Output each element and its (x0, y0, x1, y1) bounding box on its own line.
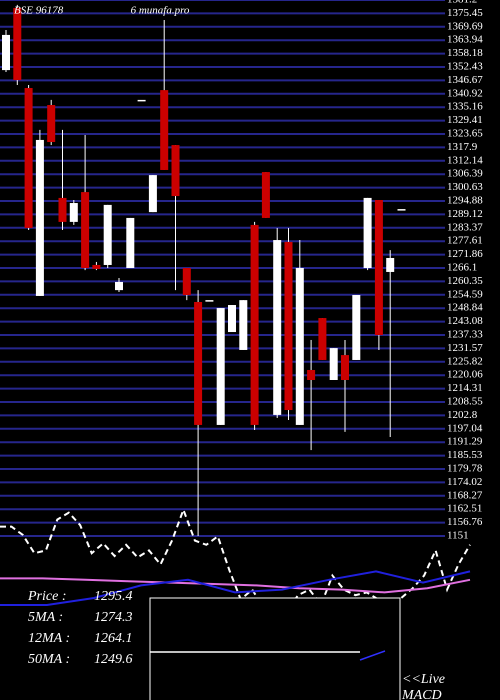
candle-body (363, 197, 372, 268)
stat-value: 1274.3 (94, 610, 133, 625)
stat-label: Price : (27, 589, 66, 604)
y-tick-label: 1358.18 (447, 47, 483, 59)
y-tick-label: 1335.16 (447, 101, 483, 113)
candle-body (239, 300, 248, 350)
y-tick-label: 1369.69 (447, 20, 483, 32)
y-tick-label: 1225.82 (447, 355, 483, 367)
y-tick-label: 1179.78 (447, 463, 483, 475)
y-tick-label: 1381.2 (447, 0, 477, 6)
y-tick-label: 1277.61 (447, 235, 483, 247)
candle-body (115, 281, 123, 291)
candle-body (69, 203, 78, 222)
candle-body (35, 139, 44, 296)
candle-body (386, 257, 395, 272)
y-tick-label: 1162.51 (447, 503, 482, 515)
candle-body (284, 241, 293, 411)
y-tick-label: 1323.65 (447, 128, 483, 140)
y-tick-label: 1300.63 (447, 181, 483, 193)
stat-label: 12MA : (28, 631, 70, 646)
y-tick-label: 1329.41 (447, 114, 483, 126)
candles (2, 4, 406, 536)
chart-title: BSE 96178 (14, 5, 64, 17)
y-tick-label: 1271.86 (447, 248, 483, 260)
candle-body (374, 200, 383, 336)
candle-body (228, 305, 236, 333)
y-tick-label: 1260.35 (447, 275, 483, 287)
y-tick-label: 1214.31 (447, 382, 483, 394)
stat-value: 1249.6 (94, 652, 133, 667)
stat-value: 1264.1 (94, 631, 133, 646)
macd-box (149, 597, 401, 700)
stat-label: 50MA : (28, 652, 70, 667)
y-tick-label: 1208.55 (447, 396, 483, 408)
candle-body (341, 355, 349, 380)
y-tick-label: 1197.04 (447, 422, 483, 434)
y-tick-label: 1363.94 (447, 34, 483, 46)
y-tick-label: 1168.27 (447, 489, 483, 501)
y-tick-label: 1220.06 (447, 369, 483, 381)
y-tick-label: 1231.57 (447, 342, 483, 354)
y-tick-label: 1312.14 (447, 154, 483, 166)
y-tick-label: 1243.08 (447, 315, 483, 327)
y-tick-label: 1346.67 (447, 74, 483, 86)
candle-body (24, 88, 33, 228)
candle-body (216, 308, 225, 425)
candle-body (182, 268, 191, 296)
candle-body (273, 240, 282, 415)
candle-body (352, 295, 361, 360)
macd-signal (359, 650, 386, 661)
stat-value: 1295.4 (94, 589, 133, 604)
y-tick-label: 1156.76 (447, 516, 483, 528)
indicator-line (0, 577, 471, 594)
candle-body (148, 175, 157, 213)
y-tick-label: 1174.02 (447, 476, 482, 488)
chart-subtitle: 6 munafa.pro (131, 5, 190, 17)
candle-body (2, 34, 10, 71)
y-tick-label: 1248.84 (447, 302, 483, 314)
y-tick-label: 1254.59 (447, 288, 483, 300)
y-tick-label: 1202.8 (447, 409, 478, 421)
candle-body (13, 7, 22, 81)
candle-body (329, 348, 338, 380)
y-tick-label: 1151 (447, 530, 469, 542)
macd-label: MACD (401, 688, 442, 700)
y-tick-label: 1352.43 (447, 61, 483, 73)
candle-body (81, 192, 90, 268)
candle-body (194, 301, 203, 425)
candle-body (171, 145, 180, 197)
y-tick-label: 1237.33 (447, 329, 483, 341)
candle-body (205, 300, 214, 302)
y-tick-label: 1283.37 (447, 221, 483, 233)
y-tick-label: 1375.45 (447, 7, 483, 19)
candle-body (126, 217, 135, 268)
y-tick-label: 1191.29 (447, 436, 483, 448)
candle-body (58, 197, 67, 222)
candle-body (307, 369, 316, 380)
y-tick-label: 1266.1 (447, 262, 477, 274)
candle-body (397, 209, 406, 211)
candle-body (160, 90, 169, 170)
candle-body (261, 172, 270, 218)
indicator-line (0, 570, 471, 606)
y-tick-label: 1340.92 (447, 87, 483, 99)
candle-body (250, 224, 259, 425)
y-tick-label: 1317.9 (447, 141, 478, 153)
y-tick-label: 1306.39 (447, 168, 483, 180)
stats: Price : 1295.4 5MA : 1274.3 12MA : 1264.1 50MA… (27, 589, 133, 667)
stat-label: 5MA : (28, 610, 63, 625)
candle-body (47, 105, 56, 143)
y-tick-label: 1289.12 (447, 208, 483, 220)
candle-body (103, 204, 112, 265)
y-tick-label: 1294.88 (447, 195, 483, 207)
candle-body (295, 268, 304, 425)
candle-body (137, 99, 146, 102)
candle-body (318, 318, 327, 360)
macd-label: <<Live (402, 672, 445, 687)
y-tick-label: 1185.53 (447, 449, 483, 461)
candle-body (92, 264, 101, 269)
